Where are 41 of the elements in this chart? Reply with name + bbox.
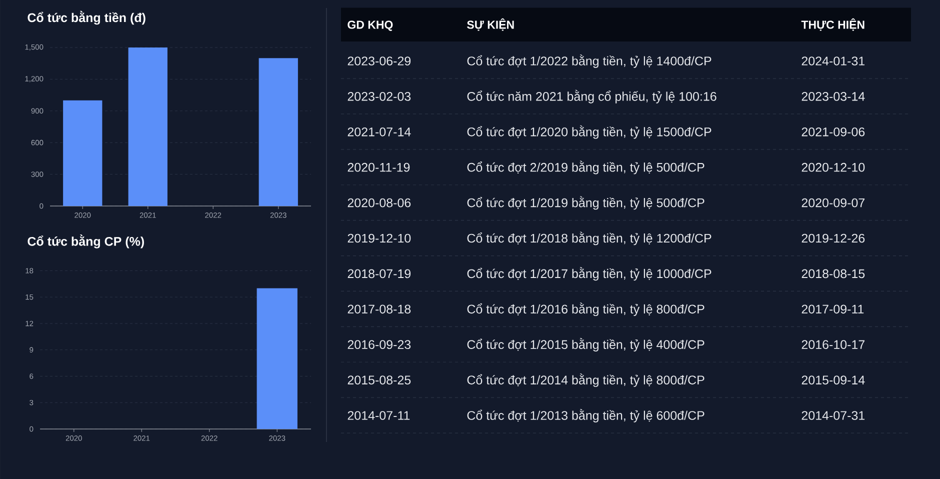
text: 2018-07-19: [348, 269, 411, 278]
text: 2016-09-23: [348, 340, 411, 350]
text: Cổ tức đợt 1/2013 bằng tiền, tỷ lệ 600đ/CP: [467, 408, 704, 422]
text: Cổ tức đợt 1/2016 bằng tiền, tỷ lệ 800đ/CP: [467, 302, 704, 316]
text: 2020-08-06: [348, 198, 411, 208]
text: Cổ tức đợt 1/2014 bằng tiền, tỷ lệ 800đ/CP: [467, 374, 704, 387]
text: 2014-07-31: [802, 411, 865, 420]
text: 2020-09-07: [802, 198, 864, 208]
text: Cổ tức đợt 1/2017 bằng tiền, tỷ lệ 1000đ/CP: [467, 267, 712, 281]
text: Cổ tức đợt 1/2019 bằng tiền, tỷ lệ 500đ/CP: [467, 196, 704, 210]
text: 2018-08-15: [802, 269, 865, 278]
text: Cổ tức đợt 1/2020 bằng tiền, tỷ lệ 1500đ/CP: [467, 125, 712, 139]
text: 2021-07-14: [348, 127, 411, 136]
text: 2020-11-19: [348, 162, 410, 172]
text: Cổ tức đợt 1/2022 bằng tiền, tỷ lệ 1400đ/CP: [467, 54, 712, 68]
text: 2015-09-14: [802, 376, 865, 384]
text: 2021-09-06: [802, 127, 865, 136]
text: Cổ tức đợt 1/2018 bằng tiền, tỷ lệ 1200đ/CP: [467, 232, 712, 246]
text: 2015-08-25: [348, 376, 411, 384]
chart-title: Cổ tức bằng tiền (đ): [28, 10, 146, 25]
text: 2017-09-11: [802, 304, 864, 314]
bar: [128, 47, 168, 206]
text: Cổ tức đợt 2/2019 bằng tiền, tỷ lệ 500đ/CP: [467, 160, 704, 174]
text: 2023-06-29: [348, 56, 411, 66]
text: Cổ tức năm 2021 bằng cổ phiếu, tỷ lệ 100:16: [467, 90, 716, 104]
category-label: THỰC HIỆN: [801, 18, 864, 31]
category-label: SỰ KIỆN: [467, 18, 514, 31]
chart-title: Cổ tức bằng CP (%): [28, 234, 144, 248]
text: 2016-10-17: [802, 340, 864, 350]
text: Cổ tức đợt 1/2015 bằng tiền, tỷ lệ 400đ/CP: [467, 338, 704, 352]
bar: [258, 58, 298, 206]
text: 2017-08-18: [348, 304, 411, 314]
text: 2019-12-26: [802, 234, 865, 243]
text: 2024-01-31: [802, 56, 865, 66]
bar: [63, 100, 102, 206]
text: 2020-12-10: [802, 162, 865, 172]
category-label: GD KHQ: [348, 20, 393, 31]
text: 2019-12-10: [348, 234, 411, 243]
text: 2014-07-11: [348, 411, 410, 420]
text: 2023-02-03: [348, 92, 411, 101]
text: 2023-03-14: [802, 92, 865, 101]
